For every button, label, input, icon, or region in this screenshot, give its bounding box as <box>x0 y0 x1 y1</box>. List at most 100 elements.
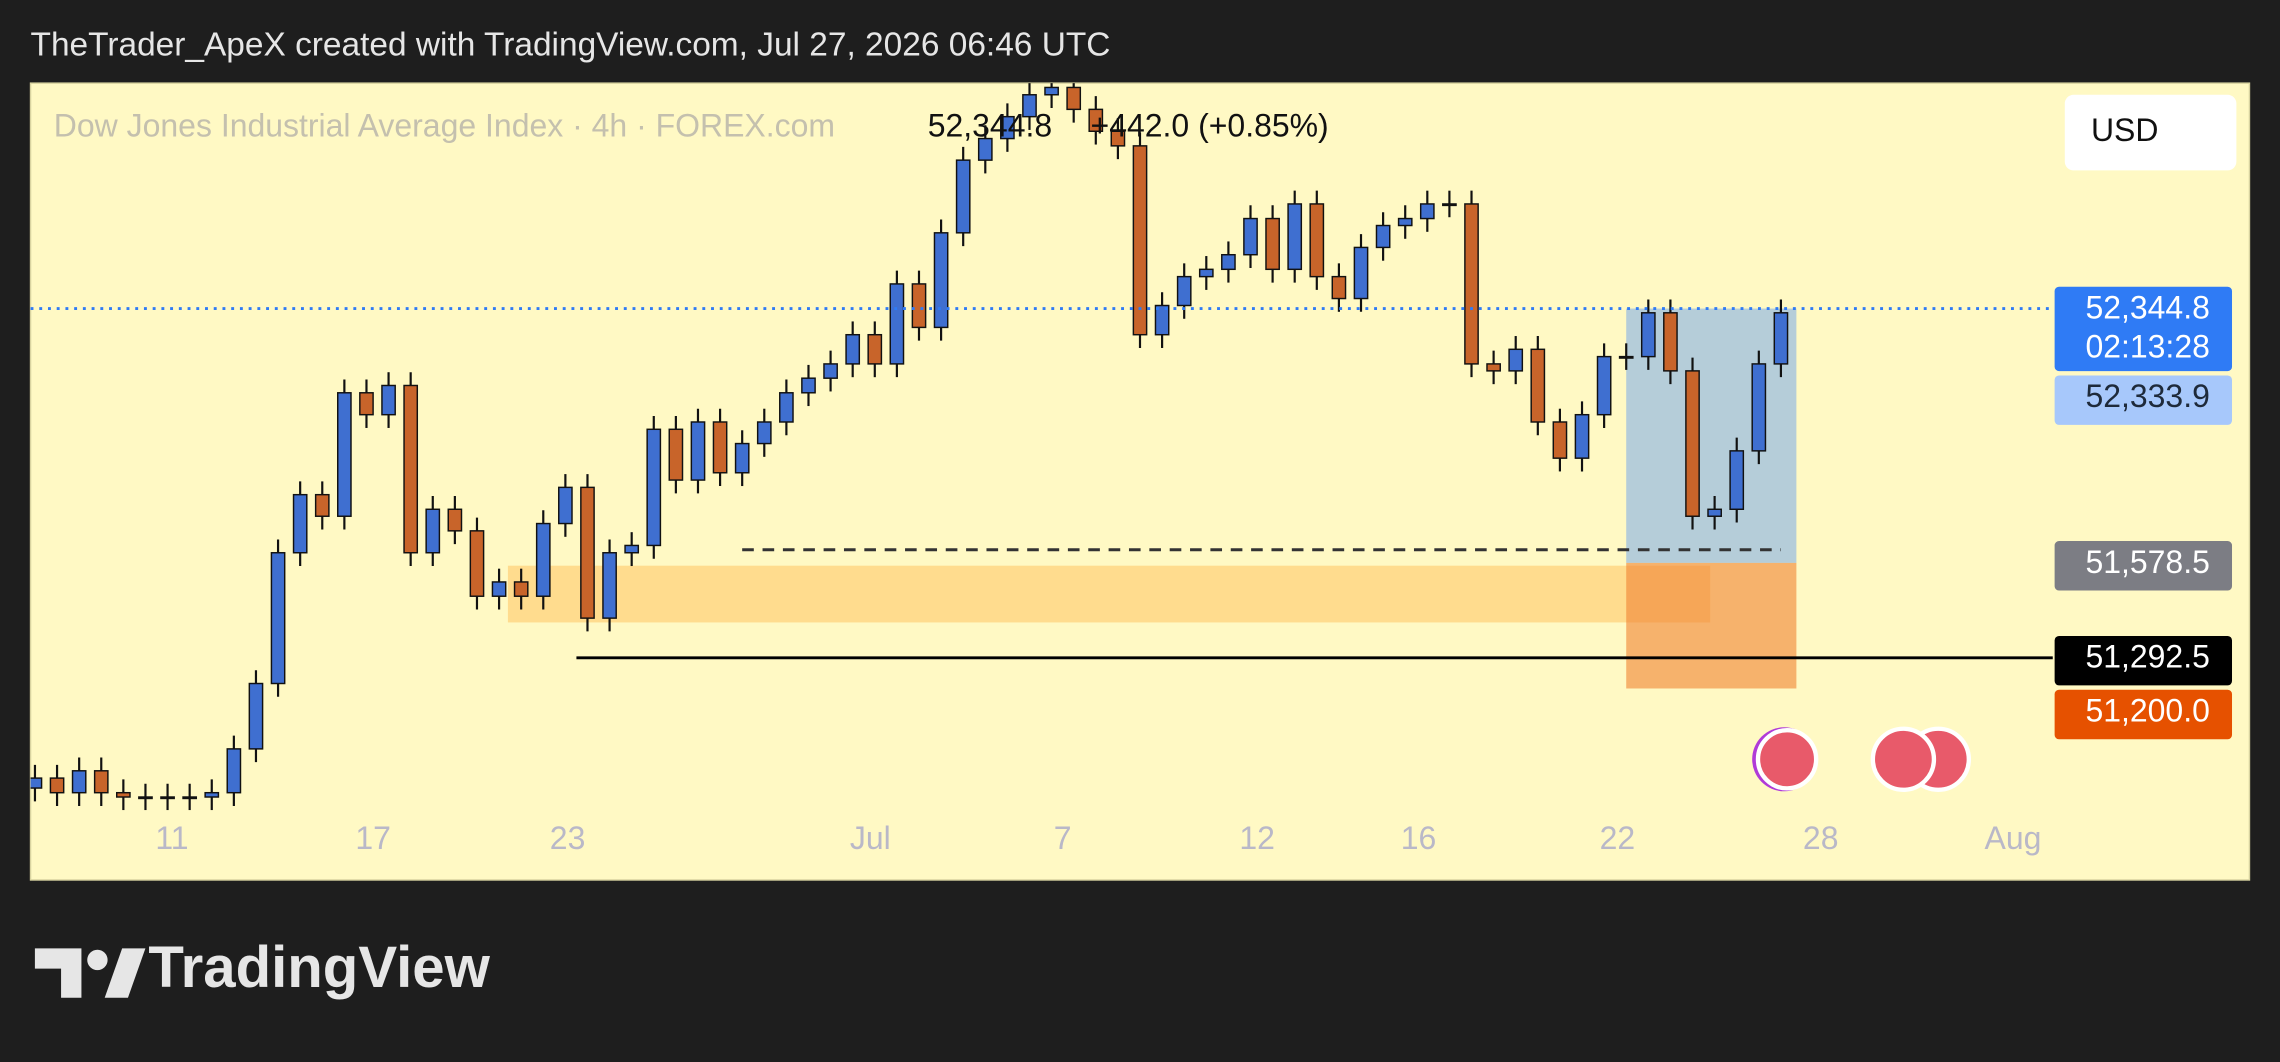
candle-body <box>491 581 507 597</box>
candle-body <box>712 421 728 474</box>
candle-body <box>1729 450 1745 511</box>
event-flag[interactable] <box>1870 726 1937 793</box>
candle-body <box>381 384 396 416</box>
candle-body <box>248 682 264 750</box>
price-label-box <box>2054 689 2233 740</box>
candle-body <box>1088 108 1104 132</box>
price-label: 52,344.8 <box>2085 289 2209 325</box>
drawing-zone <box>1626 562 1797 689</box>
header: TheTrader_ApeX created with TradingView.… <box>31 27 1111 64</box>
currency-button[interactable] <box>2064 94 2237 171</box>
candle-body <box>314 493 330 517</box>
candle-body <box>1243 217 1258 256</box>
logo-text: TradingView <box>148 935 490 1000</box>
currency-label[interactable]: USD <box>2091 112 2158 148</box>
x-tick-label: Jul <box>850 820 891 856</box>
candle-body <box>270 552 286 685</box>
candle-body <box>1574 413 1590 459</box>
price-label: 52,333.9 <box>2085 378 2209 414</box>
logo-icon <box>87 949 108 971</box>
candle-body <box>535 522 551 597</box>
price-label-box <box>2054 375 2233 425</box>
x-tick-label: Aug <box>1985 820 2042 856</box>
countdown: 02:13:28 <box>2085 329 2209 365</box>
candle-body <box>1464 203 1479 365</box>
candle-body <box>911 283 927 329</box>
x-tick-label: 12 <box>1239 820 1275 856</box>
candle-body <box>1640 312 1656 358</box>
candle-body <box>1221 253 1236 271</box>
candle-body <box>469 530 485 597</box>
candle-body <box>138 796 153 800</box>
candle-body <box>1066 86 1082 111</box>
logo-mark <box>34 948 146 998</box>
candle-body <box>403 384 419 554</box>
candle-body <box>977 137 993 161</box>
candle-body <box>933 232 949 329</box>
x-tick-label: 22 <box>1600 820 1636 856</box>
candle-body <box>1442 203 1457 207</box>
candle-body <box>1287 203 1303 271</box>
candle-body <box>779 392 794 423</box>
candle-body <box>1552 421 1568 459</box>
candle-body <box>1530 348 1546 423</box>
plot <box>30 83 1797 811</box>
candle-body <box>1044 86 1059 96</box>
candle-body <box>756 421 772 445</box>
price-label-box <box>2054 286 2233 372</box>
candle-body <box>71 770 87 794</box>
candle-body <box>1419 203 1435 220</box>
candle-body <box>1618 355 1634 359</box>
candle-body <box>116 791 131 798</box>
logo-icon <box>104 948 146 998</box>
candle-body <box>602 552 617 619</box>
candle-body <box>1353 246 1369 300</box>
candle-body <box>182 796 198 800</box>
candle-body <box>1596 355 1612 416</box>
candle-body <box>1331 275 1347 300</box>
candle-body <box>1132 145 1148 336</box>
candle-body <box>226 748 242 794</box>
candle-body <box>624 544 640 554</box>
candle-body <box>1154 304 1170 336</box>
candle-body <box>668 428 684 481</box>
candle-body <box>1707 508 1722 517</box>
event-flags <box>1752 726 1972 793</box>
candle-body <box>1265 217 1280 271</box>
last-price: 52,344.8 <box>928 108 1052 144</box>
candle-body <box>955 159 971 234</box>
x-tick-label: 28 <box>1803 820 1839 856</box>
candle-body <box>1685 370 1700 517</box>
candle-body <box>337 392 352 517</box>
candle-body <box>1751 363 1767 452</box>
price-label: 51,200.0 <box>2085 692 2209 728</box>
drawing-zone <box>507 565 1711 623</box>
logo-icon <box>34 948 82 998</box>
candle-body <box>1198 268 1214 278</box>
change: +442.0 (+0.85%) <box>1091 108 1329 144</box>
candle-body <box>204 791 220 798</box>
candle-body <box>1022 94 1037 118</box>
price-label-box <box>2054 541 2233 591</box>
candle-body <box>1309 203 1325 278</box>
candle-body <box>734 442 750 474</box>
candle-body <box>1397 217 1413 227</box>
candle-body <box>801 377 816 394</box>
event-flag[interactable] <box>1755 728 1819 791</box>
x-tick-label: 7 <box>1054 820 1072 856</box>
candle-body <box>292 493 308 554</box>
candle-body <box>845 333 861 365</box>
candle-body <box>646 428 662 547</box>
candle-body <box>93 770 109 794</box>
candle-body <box>823 363 838 379</box>
candle-body <box>580 486 595 619</box>
candle-body <box>867 333 883 365</box>
candle-body <box>30 777 43 789</box>
candle-body <box>690 421 706 481</box>
candle-body <box>889 283 905 365</box>
candle-body <box>1375 224 1391 249</box>
candle-body <box>425 508 441 554</box>
candle-body <box>359 392 374 416</box>
